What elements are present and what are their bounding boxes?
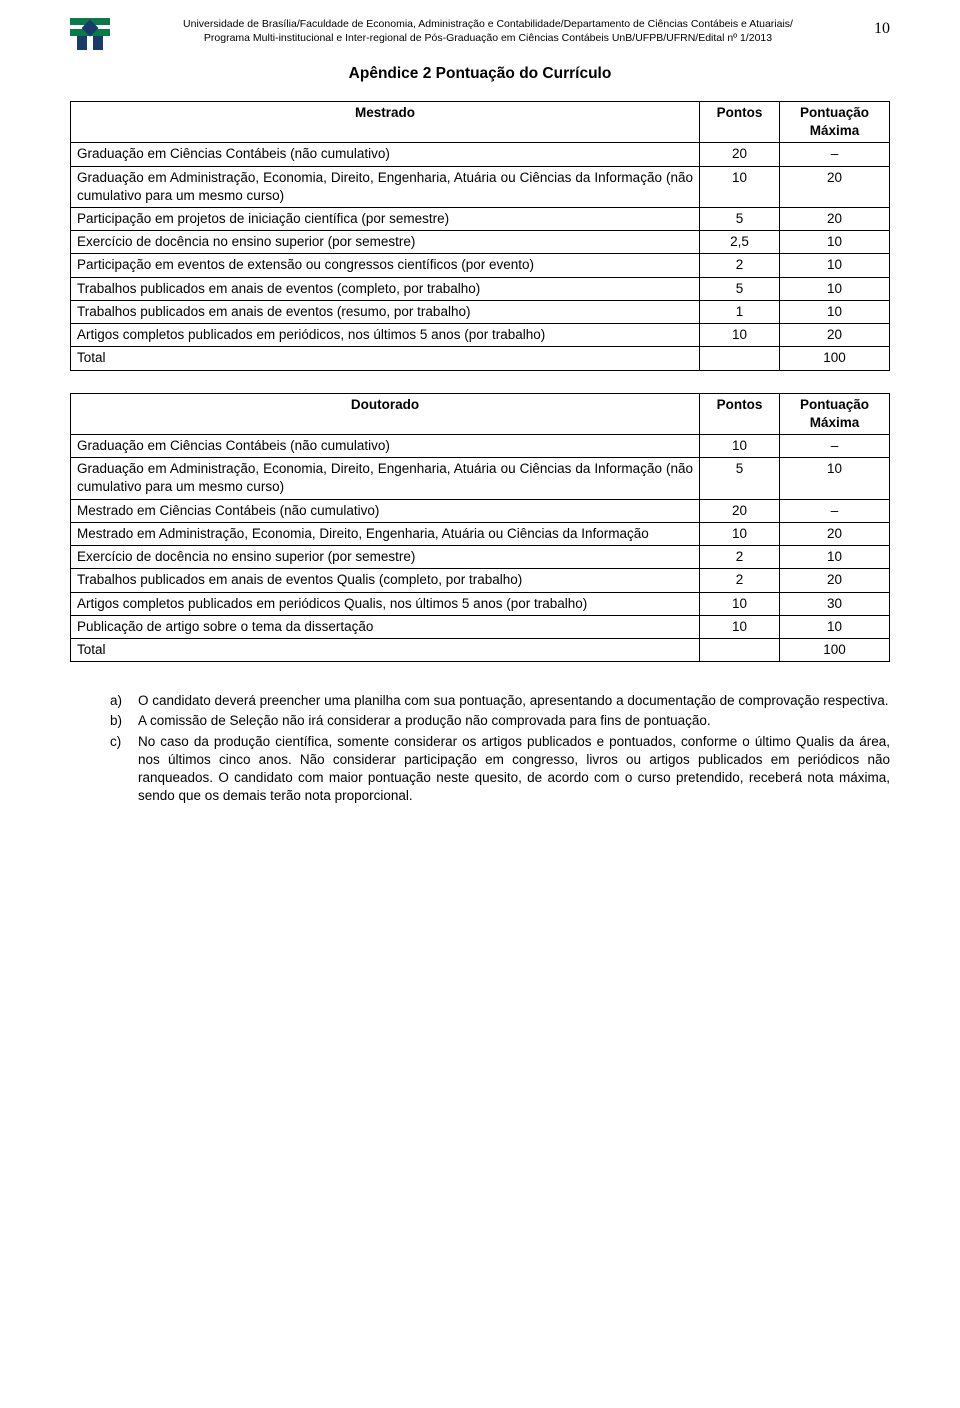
cell-pontos: 2: [700, 254, 780, 277]
cell-max: 20: [780, 569, 890, 592]
table-row: Graduação em Administração, Economia, Di…: [71, 458, 890, 499]
cell-pontos: 20: [700, 143, 780, 166]
table-row: Publicação de artigo sobre o tema da dis…: [71, 615, 890, 638]
cell-desc: Trabalhos publicados em anais de eventos…: [71, 569, 700, 592]
table-row: Exercício de docência no ensino superior…: [71, 546, 890, 569]
note-label: b): [110, 712, 130, 730]
table-header-row: Mestrado Pontos Pontuação Máxima: [71, 101, 890, 142]
cell-max: 10: [780, 254, 890, 277]
note-text: A comissão de Seleção não irá considerar…: [138, 712, 890, 730]
cell-pontos: 10: [700, 522, 780, 545]
cell-pontos: 10: [700, 434, 780, 457]
cell-max: 10: [780, 300, 890, 323]
cell-desc: Artigos completos publicados em periódic…: [71, 592, 700, 615]
table-row: Artigos completos publicados em periódic…: [71, 324, 890, 347]
cell-max: 10: [780, 615, 890, 638]
cell-max: 20: [780, 208, 890, 231]
cell-desc: Exercício de docência no ensino superior…: [71, 231, 700, 254]
col-header-max: Pontuação Máxima: [780, 393, 890, 434]
header-line1: Universidade de Brasília/Faculdade de Ec…: [122, 18, 854, 32]
note-label: c): [110, 733, 130, 806]
cell-max: 100: [780, 347, 890, 370]
cell-desc: Participação em projetos de iniciação ci…: [71, 208, 700, 231]
cell-desc: Graduação em Administração, Economia, Di…: [71, 458, 700, 499]
cell-max: –: [780, 434, 890, 457]
cell-desc: Mestrado em Ciências Contábeis (não cumu…: [71, 499, 700, 522]
cell-desc: Total: [71, 347, 700, 370]
note-text: No caso da produção científica, somente …: [138, 733, 890, 806]
cell-max: –: [780, 499, 890, 522]
cell-pontos: [700, 638, 780, 661]
cell-desc: Trabalhos publicados em anais de eventos…: [71, 277, 700, 300]
cell-max: 10: [780, 277, 890, 300]
table-row: Graduação em Ciências Contábeis (não cum…: [71, 143, 890, 166]
page-header: Universidade de Brasília/Faculdade de Ec…: [70, 18, 890, 50]
cell-max: 10: [780, 458, 890, 499]
cell-max: 30: [780, 592, 890, 615]
table-row: Exercício de docência no ensino superior…: [71, 231, 890, 254]
table-row: Mestrado em Administração, Economia, Dir…: [71, 522, 890, 545]
col-header-pontos: Pontos: [700, 101, 780, 142]
table-row: Total 100: [71, 347, 890, 370]
cell-pontos: 1: [700, 300, 780, 323]
cell-desc: Trabalhos publicados em anais de eventos…: [71, 300, 700, 323]
cell-pontos: [700, 347, 780, 370]
cell-desc: Publicação de artigo sobre o tema da dis…: [71, 615, 700, 638]
note-item: c)No caso da produção científica, soment…: [110, 733, 890, 806]
cell-pontos: 2: [700, 569, 780, 592]
col-header-desc: Mestrado: [71, 101, 700, 142]
page-title: Apêndice 2 Pontuação do Currículo: [70, 64, 890, 85]
cell-pontos: 10: [700, 166, 780, 207]
notes-list: a) O candidato deverá preencher uma plani…: [70, 692, 890, 805]
institution-logo-icon: [70, 18, 110, 50]
table-row: Trabalhos publicados em anais de eventos…: [71, 569, 890, 592]
header-line2: Programa Multi-institucional e Inter-reg…: [122, 32, 854, 46]
note-item: b) A comissão de Seleção não irá consider…: [110, 712, 890, 730]
cell-desc: Participação em eventos de extensão ou c…: [71, 254, 700, 277]
cell-desc: Total: [71, 638, 700, 661]
cell-pontos: 5: [700, 277, 780, 300]
table-row: Trabalhos publicados em anais de eventos…: [71, 277, 890, 300]
cell-desc: Artigos completos publicados em periódic…: [71, 324, 700, 347]
table-header-row: Doutorado Pontos Pontuação Máxima: [71, 393, 890, 434]
doutorado-table: Doutorado Pontos Pontuação Máxima Gradua…: [70, 393, 890, 663]
cell-max: 100: [780, 638, 890, 661]
col-header-pontos: Pontos: [700, 393, 780, 434]
table-row: Graduação em Ciências Contábeis (não cum…: [71, 434, 890, 457]
cell-max: –: [780, 143, 890, 166]
cell-pontos: 5: [700, 458, 780, 499]
cell-pontos: 5: [700, 208, 780, 231]
table-row: Mestrado em Ciências Contábeis (não cumu…: [71, 499, 890, 522]
cell-desc: Graduação em Ciências Contábeis (não cum…: [71, 143, 700, 166]
cell-max: 10: [780, 546, 890, 569]
cell-max: 20: [780, 522, 890, 545]
note-text: O candidato deverá preencher uma planilh…: [138, 692, 890, 710]
table-row: Participação em projetos de iniciação ci…: [71, 208, 890, 231]
cell-pontos: 20: [700, 499, 780, 522]
page-number: 10: [866, 18, 890, 40]
cell-desc: Graduação em Ciências Contábeis (não cum…: [71, 434, 700, 457]
note-label: a): [110, 692, 130, 710]
table-row: Artigos completos publicados em periódic…: [71, 592, 890, 615]
cell-desc: Exercício de docência no ensino superior…: [71, 546, 700, 569]
cell-desc: Graduação em Administração, Economia, Di…: [71, 166, 700, 207]
cell-max: 20: [780, 166, 890, 207]
cell-pontos: 10: [700, 324, 780, 347]
cell-pontos: 10: [700, 615, 780, 638]
header-text: Universidade de Brasília/Faculdade de Ec…: [122, 18, 854, 45]
cell-max: 20: [780, 324, 890, 347]
cell-pontos: 10: [700, 592, 780, 615]
col-header-desc: Doutorado: [71, 393, 700, 434]
cell-pontos: 2: [700, 546, 780, 569]
table-row: Total 100: [71, 638, 890, 661]
note-item: a) O candidato deverá preencher uma plani…: [110, 692, 890, 710]
table-row: Trabalhos publicados em anais de eventos…: [71, 300, 890, 323]
col-header-max: Pontuação Máxima: [780, 101, 890, 142]
cell-desc: Mestrado em Administração, Economia, Dir…: [71, 522, 700, 545]
table-row: Graduação em Administração, Economia, Di…: [71, 166, 890, 207]
mestrado-table: Mestrado Pontos Pontuação Máxima Graduaç…: [70, 101, 890, 371]
table-row: Participação em eventos de extensão ou c…: [71, 254, 890, 277]
cell-pontos: 2,5: [700, 231, 780, 254]
cell-max: 10: [780, 231, 890, 254]
